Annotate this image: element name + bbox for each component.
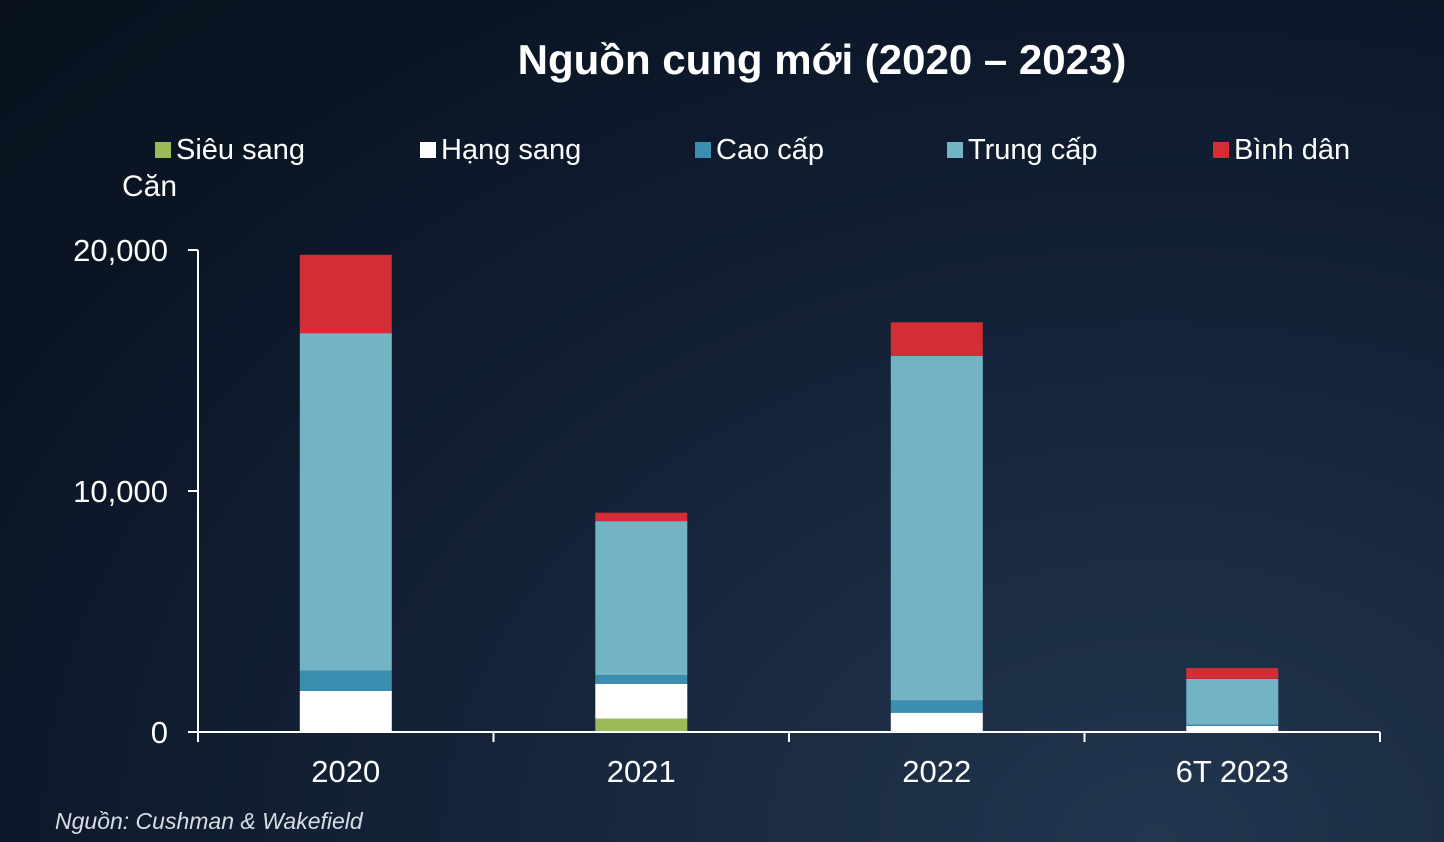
legend-swatch (1213, 142, 1229, 158)
y-tick-labels: 0 10,000 20,000 (73, 233, 168, 750)
x-tick-labels: 2020 2021 2022 6T 2023 (311, 754, 1289, 789)
bar-segment (299, 333, 392, 671)
bar-segment (890, 356, 983, 701)
x-tick-label: 2020 (311, 754, 380, 789)
bar-segment (595, 521, 688, 676)
bar-segment (595, 512, 688, 522)
legend-swatch (947, 142, 963, 158)
y-axis-label: Căn (122, 170, 177, 203)
legend-label: Cao cấp (716, 134, 824, 166)
legend-label: Bình dân (1234, 134, 1350, 166)
legend-label: Trung cấp (968, 134, 1098, 166)
bar-segment (890, 700, 983, 713)
bar-segment (595, 683, 688, 719)
legend-label: Siêu sang (176, 134, 305, 166)
x-tick-label: 2022 (902, 754, 971, 789)
chart-title: Nguồn cung mới (2020 – 2023) (518, 36, 1127, 83)
bar-segment (595, 718, 688, 732)
bar-segment (890, 712, 983, 732)
y-tick-label: 20,000 (73, 233, 168, 268)
legend-swatch (155, 142, 171, 158)
y-tick-label: 0 (151, 715, 168, 750)
source-note: Nguồn: Cushman & Wakefield (55, 808, 364, 834)
legend-label: Hạng sang (441, 134, 581, 166)
bar-segment (1186, 679, 1279, 725)
bar-segment (595, 675, 688, 684)
legend: Siêu sang Hạng sang Cao cấp Trung cấp Bình d… (155, 134, 1350, 166)
bar-segment (1186, 724, 1279, 726)
bar-segment (1186, 668, 1279, 679)
legend-swatch (695, 142, 711, 158)
bar-segment (890, 322, 983, 356)
x-tick-label: 2021 (607, 754, 676, 789)
axes (188, 249, 1381, 742)
bar-segment (299, 670, 392, 691)
bar-segment (299, 691, 392, 732)
x-tick-label: 6T 2023 (1176, 754, 1289, 789)
legend-swatch (420, 142, 436, 158)
bar-segment (1186, 726, 1279, 732)
bars (299, 254, 1279, 732)
bar-segment (299, 254, 392, 334)
y-tick-label: 10,000 (73, 474, 168, 509)
